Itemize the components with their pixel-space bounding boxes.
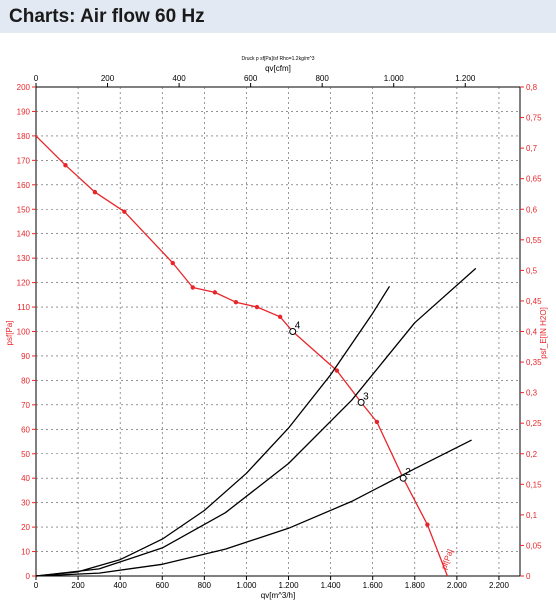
x2-axis-label: qv[cfm] [265,64,291,73]
y-tick-label: 160 [17,181,31,190]
y-tick-label: 140 [17,230,31,239]
x-tick-label: 2.000 [447,581,468,590]
y2-tick-label: 0,7 [526,144,538,153]
data-point [334,368,340,373]
data-point [254,304,260,310]
y-tick-label: 70 [21,401,30,410]
y-tick-label: 110 [17,303,30,312]
y2-tick-label: 0,75 [526,114,542,123]
y-tick-label: 130 [17,254,31,263]
x-tick-label: 0 [34,581,39,590]
data-point [277,314,283,320]
y2-tick-label: 0,5 [526,266,538,275]
operating-point-marker [399,474,407,482]
y-tick-label: 60 [21,425,30,434]
axes: 0 200 400 600 800 1.000 1.200 1.400 1.600 1.800 2.… [17,74,542,590]
x2-tick-label: 800 [315,74,329,83]
system-resistance-curve [35,285,391,577]
y-tick-label: 190 [17,107,31,116]
data-point [122,209,127,214]
x2-tick-label: 600 [244,74,258,83]
y-tick-label: 180 [17,132,31,141]
data-point [212,290,218,295]
data-point [233,299,239,305]
x-tick-label: 1.000 [236,581,257,590]
grid-lines [36,87,520,576]
x-tick-label: 800 [198,581,212,590]
x-tick-label: 1.800 [405,581,426,590]
system-resistance-curve [35,439,472,577]
system-resistance-curve [35,267,477,577]
x-tick-label: 2.200 [489,581,510,590]
y2-tick-label: 0,3 [526,389,538,398]
y-axis-label: psf[Pa] [5,321,14,346]
y-tick-label: 90 [21,352,30,361]
y2-tick-label: 0,35 [526,358,542,367]
y2-tick-label: 0,55 [526,236,542,245]
y2-tick-label: 0,8 [526,83,538,92]
x-tick-label: 600 [156,581,170,590]
y-tick-label: 20 [21,523,30,532]
x-tick-label: 1.600 [363,581,384,590]
x-tick-label: 1.400 [321,581,342,590]
operating-point-marker [289,328,297,335]
data-point [92,189,98,195]
y-tick-label: 170 [17,156,31,165]
y2-tick-label: 0 [526,572,531,581]
y2-tick-label: 0,2 [526,450,538,459]
data-point [190,285,195,290]
operating-point-label: 2 [405,467,411,478]
operating-point-label: 3 [363,391,369,402]
data-point [170,260,175,266]
x-tick-label: 200 [71,581,85,590]
operating-point-label: 4 [295,321,301,332]
y2-tick-label: 0,65 [526,175,542,184]
x2-tick-label: 200 [101,74,115,83]
x-tick-label: 400 [113,581,127,590]
y-tick-label: 40 [21,474,30,483]
y-tick-label: 50 [21,450,30,459]
x2-tick-label: 0 [34,74,39,83]
chart-title: Druck p sf[Pa]/sf Rho=1.2kg/m^3 [241,56,314,62]
y2-tick-label: 0,05 [526,541,542,550]
y2-tick-label: 0,6 [526,205,538,214]
y2-tick-label: 0,1 [526,511,538,520]
x2-tick-label: 1.200 [455,74,476,83]
points: 4 3 2 [289,321,411,482]
curves [35,135,477,577]
y2-tick-label: 0,15 [526,480,542,489]
y-tick-label: 30 [21,499,30,508]
page-title: Charts: Air flow 60 Hz [9,6,205,27]
y-tick-label: 100 [17,328,31,337]
data-point [425,522,430,527]
x-axis-label: qv[m^3/h] [261,591,295,600]
y-tick-label: 150 [17,205,31,214]
data-point [63,163,68,168]
y2-tick-label: 0,45 [526,297,542,306]
y-tick-label: 0 [26,572,31,581]
data-point [374,419,380,425]
x2-tick-label: 1.000 [384,74,405,83]
page-header: Charts: Air flow 60 Hz [0,0,556,33]
x2-tick-label: 400 [172,74,186,83]
y2-axis-label: psf_E[IN H2O] [539,307,548,359]
operating-point-marker [357,398,365,406]
x-tick-label: 1.200 [279,581,300,590]
y-tick-label: 80 [21,376,30,385]
y2-tick-label: 0,25 [526,419,542,428]
y-tick-label: 120 [17,279,31,288]
y-tick-label: 200 [17,83,31,92]
y-tick-label: 10 [21,548,30,557]
y2-tick-label: 0,4 [526,328,538,337]
